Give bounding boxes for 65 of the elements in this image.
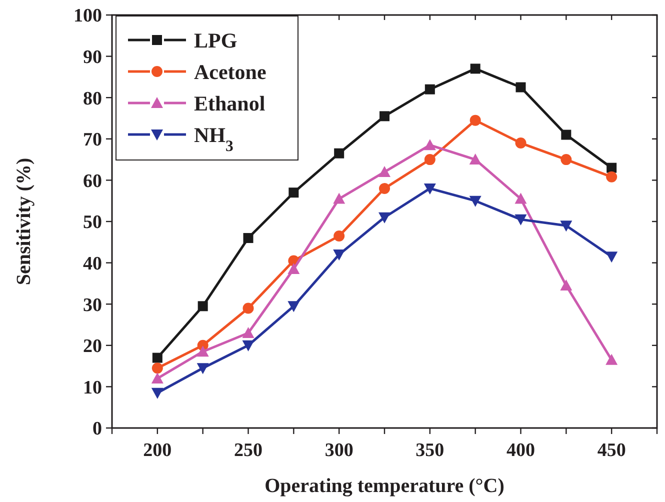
- point: [514, 214, 527, 226]
- point: [333, 192, 346, 204]
- point: [152, 352, 162, 363]
- point: [378, 212, 390, 224]
- point: [196, 346, 209, 357]
- point: [242, 302, 254, 314]
- point: [196, 363, 209, 374]
- point: [560, 220, 572, 232]
- point: [379, 182, 390, 194]
- point: [561, 130, 572, 140]
- point: [334, 148, 344, 158]
- x-tick-label: 250: [234, 440, 262, 461]
- y-tick-label: 0: [92, 418, 102, 440]
- point: [606, 252, 618, 263]
- point: [378, 166, 390, 177]
- x-axis-title: Operating temperature (°C): [264, 475, 504, 497]
- y-axis-title: Sensitivity (%): [13, 158, 35, 286]
- legend-label: Ethanol: [194, 91, 266, 116]
- point: [469, 196, 482, 207]
- point: [198, 301, 208, 312]
- point: [424, 183, 436, 194]
- y-tick-label: 90: [83, 46, 102, 68]
- point: [288, 262, 300, 274]
- point: [606, 354, 618, 365]
- point: [424, 154, 436, 166]
- point: [424, 84, 435, 94]
- y-tick-label: 60: [83, 170, 102, 192]
- point: [606, 162, 617, 173]
- point: [243, 233, 254, 244]
- point: [288, 301, 300, 312]
- legend-label: NH$_{3}$: [194, 122, 234, 154]
- y-tick-label: 10: [83, 377, 102, 398]
- point: [152, 362, 163, 374]
- point: [469, 154, 482, 165]
- point: [288, 188, 299, 198]
- point: [333, 250, 346, 261]
- point: [242, 327, 254, 338]
- legend-label: LPG: [194, 28, 238, 52]
- point: [560, 280, 572, 291]
- y-tick-label: 50: [83, 212, 102, 234]
- x-tick-label: 450: [597, 440, 626, 461]
- point: [514, 192, 527, 204]
- x-tick-label: 300: [324, 440, 354, 461]
- point: [560, 154, 572, 166]
- point: [242, 340, 254, 352]
- point: [380, 111, 390, 122]
- x-tick-label: 350: [416, 440, 444, 461]
- point: [424, 139, 436, 150]
- legend-label: Acetone: [194, 60, 266, 84]
- y-tick-label: 80: [83, 88, 102, 110]
- y-tick-label: 30: [83, 294, 102, 316]
- point: [606, 171, 618, 182]
- y-tick-label: 20: [83, 336, 102, 358]
- y-tick-label: 70: [83, 130, 102, 151]
- x-tick-label: 200: [143, 440, 172, 461]
- y-tick-label: 40: [83, 253, 102, 274]
- point: [151, 372, 164, 384]
- point: [334, 230, 345, 242]
- point: [515, 138, 526, 149]
- point: [470, 114, 481, 126]
- point: [470, 64, 480, 74]
- x-tick-label: 400: [506, 440, 535, 461]
- y-tick-label: 100: [74, 6, 102, 27]
- point: [151, 388, 164, 399]
- point: [516, 82, 526, 92]
